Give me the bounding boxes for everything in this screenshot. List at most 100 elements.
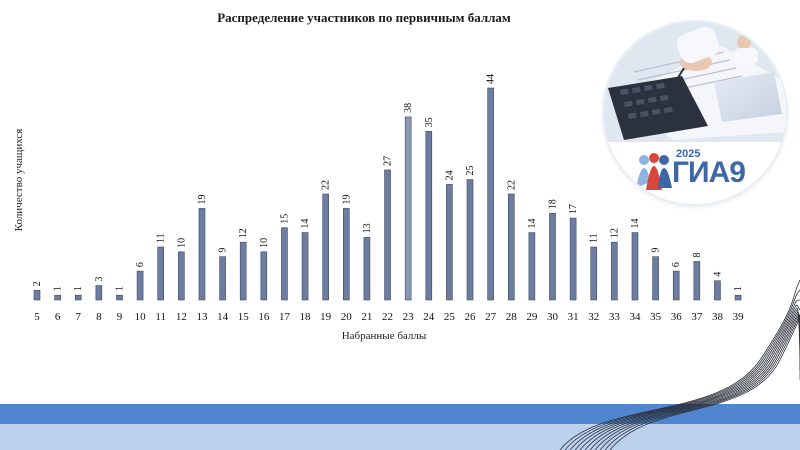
data-label-10: 6 [135, 262, 146, 267]
x-tick-23: 23 [403, 311, 415, 323]
data-label-8: 3 [94, 277, 105, 282]
bar-31 [569, 217, 577, 301]
data-label-11: 11 [156, 233, 167, 243]
bar-37 [693, 261, 701, 301]
data-label-27: 44 [486, 74, 497, 84]
x-tick-19: 19 [320, 311, 332, 323]
bar-15 [239, 241, 247, 301]
x-tick-35: 35 [650, 311, 662, 323]
x-tick-37: 37 [691, 311, 703, 323]
footer-band-light [0, 424, 800, 450]
data-label-19: 22 [321, 180, 332, 190]
x-tick-32: 32 [588, 311, 599, 323]
x-tick-13: 13 [196, 311, 208, 323]
data-label-37: 8 [692, 252, 703, 257]
x-tick-38: 38 [712, 311, 724, 323]
x-axis-title: Набранные баллы [342, 330, 427, 342]
data-label-36: 6 [671, 262, 682, 267]
bar-32 [590, 246, 598, 301]
data-label-6: 1 [53, 286, 64, 291]
x-tick-8: 8 [96, 311, 102, 323]
bar-26 [466, 179, 474, 301]
bar-20 [342, 208, 350, 301]
x-tick-14: 14 [217, 311, 229, 323]
bar-36 [672, 270, 680, 301]
bar-33 [611, 241, 618, 301]
x-tick-39: 39 [733, 311, 745, 323]
bar-21 [363, 237, 371, 301]
x-tick-16: 16 [258, 311, 270, 323]
data-label-28: 22 [506, 180, 517, 190]
x-tick-21: 21 [361, 311, 372, 323]
logo-year: 2025 [676, 148, 701, 160]
bar-35 [652, 256, 659, 301]
bar-34 [631, 232, 639, 301]
x-tick-33: 33 [609, 311, 621, 323]
bar-11 [157, 246, 165, 301]
data-label-5: 2 [32, 281, 43, 286]
x-tick-30: 30 [547, 311, 559, 323]
x-tick-28: 28 [506, 311, 518, 323]
data-label-26: 25 [465, 166, 476, 176]
data-label-7: 1 [73, 286, 84, 291]
bar-22 [384, 169, 391, 301]
footer-band-dark [0, 404, 800, 424]
x-tick-25: 25 [444, 311, 456, 323]
chart-title: Распределение участников по первичным ба… [217, 10, 511, 25]
bar-19 [322, 193, 329, 301]
x-tick-5: 5 [34, 311, 40, 323]
data-label-30: 18 [548, 199, 559, 209]
x-tick-27: 27 [485, 311, 497, 323]
bar-6 [54, 294, 61, 301]
data-label-29: 14 [527, 219, 538, 229]
data-label-17: 15 [279, 214, 290, 224]
data-label-33: 12 [609, 228, 620, 238]
x-tick-31: 31 [568, 311, 579, 323]
bar-29 [528, 232, 536, 301]
person-writing-at-keyboard-icon [604, 22, 786, 204]
bar-14 [219, 256, 226, 301]
bar-17 [281, 227, 288, 301]
logo-brand: ГИА9 [672, 156, 746, 189]
bar-18 [301, 232, 309, 301]
data-label-22: 27 [383, 156, 394, 166]
bar-38 [714, 280, 721, 301]
gia9-logo: 2025 ГИА9 [604, 22, 786, 204]
data-label-32: 11 [589, 233, 600, 243]
x-tick-29: 29 [526, 311, 538, 323]
bar-24 [425, 131, 433, 301]
data-label-23: 38 [403, 103, 414, 113]
bar-9 [116, 294, 123, 301]
data-label-35: 9 [651, 248, 662, 253]
data-label-12: 10 [176, 238, 187, 248]
data-label-20: 19 [341, 194, 352, 204]
data-label-9: 1 [114, 286, 125, 291]
bar-7 [74, 294, 82, 301]
bar-30 [549, 212, 556, 301]
data-label-15: 12 [238, 228, 249, 238]
bar-23 [404, 116, 412, 301]
x-tick-34: 34 [629, 311, 641, 323]
x-tick-7: 7 [75, 311, 81, 323]
bar-16 [260, 251, 268, 301]
bar-27 [487, 87, 494, 301]
x-tick-12: 12 [176, 311, 187, 323]
x-tick-24: 24 [423, 311, 435, 323]
data-label-38: 4 [712, 272, 723, 277]
data-label-24: 35 [424, 117, 435, 127]
data-label-16: 10 [259, 238, 270, 248]
x-tick-26: 26 [465, 311, 477, 323]
x-tick-36: 36 [671, 311, 683, 323]
bar-12 [178, 251, 185, 301]
x-tick-6: 6 [55, 311, 61, 323]
x-tick-11: 11 [155, 311, 166, 323]
data-label-18: 14 [300, 219, 311, 229]
bar-25 [446, 184, 453, 301]
bar-28 [507, 193, 515, 301]
data-label-39: 1 [733, 286, 744, 291]
x-tick-17: 17 [279, 311, 291, 323]
x-tick-15: 15 [238, 311, 250, 323]
data-label-21: 13 [362, 223, 373, 233]
x-tick-20: 20 [341, 311, 353, 323]
